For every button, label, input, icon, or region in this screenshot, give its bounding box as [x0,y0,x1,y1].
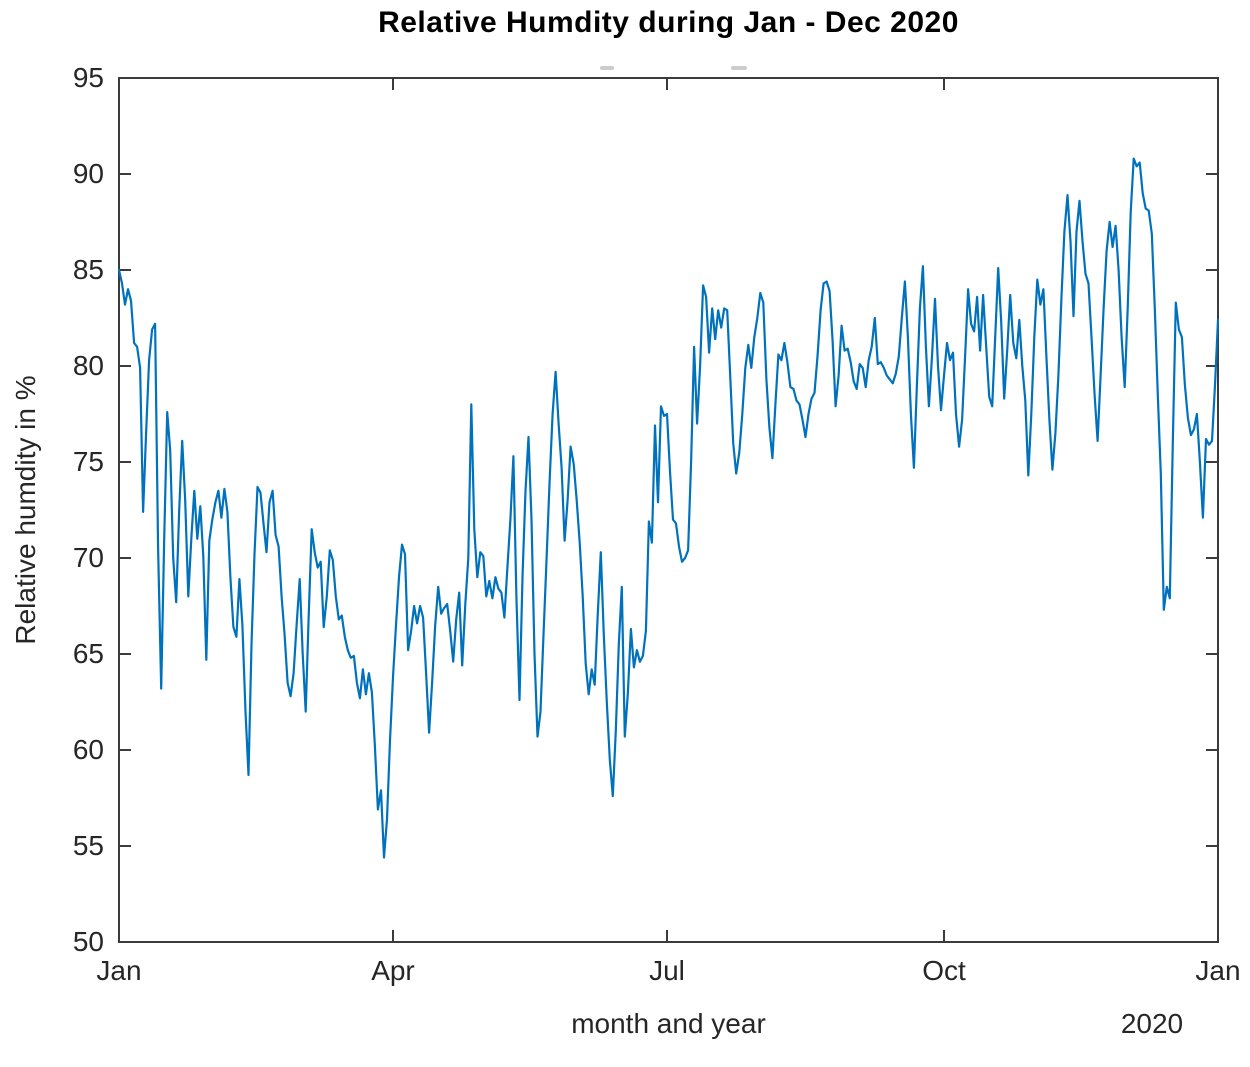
y-tick-label: 80 [72,350,104,381]
faint-artifact-mark-2 [731,66,747,70]
y-tick-label: 75 [72,446,104,477]
y-tick-label: 70 [72,542,104,573]
y-tick-label: 55 [72,830,104,861]
x-axis-year-label: 2020 [1120,1008,1184,1039]
y-tick-label: 90 [72,158,104,189]
x-tick-label: Oct [922,955,966,986]
faint-artifact-mark-1 [600,66,614,70]
chart-title: Relative Humdity during Jan - Dec 2020 [378,6,959,39]
y-tick-label: 50 [72,926,104,957]
x-axis-label: month and year [571,1008,766,1039]
y-tick-label: 95 [72,62,104,93]
x-tick-label: Jan [1195,955,1241,986]
x-tick-label: Jan [96,955,142,986]
y-tick-label: 65 [72,638,104,669]
y-tick-label: 60 [72,734,104,765]
y-tick-label: 85 [72,254,104,285]
x-tick-label: Apr [371,955,415,986]
humidity-series-line [117,157,1220,859]
axes-box [118,77,1219,943]
x-tick-label: Jul [649,955,685,986]
